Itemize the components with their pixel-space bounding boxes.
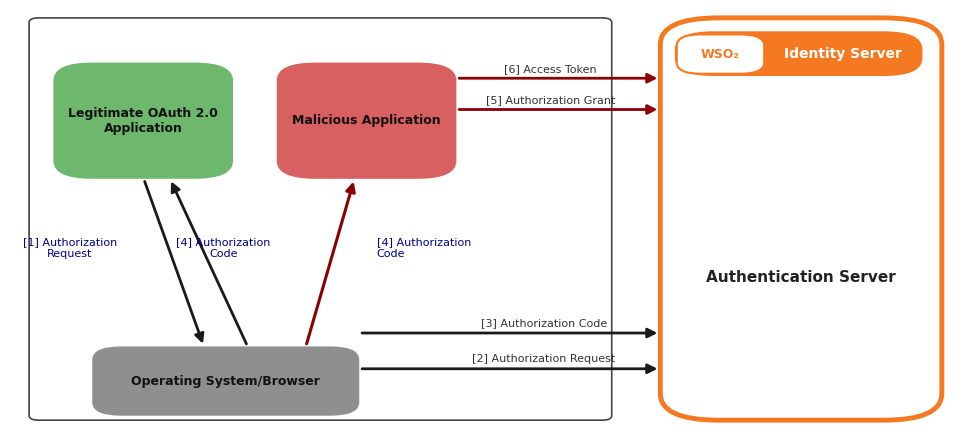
- FancyBboxPatch shape: [277, 63, 456, 179]
- Text: [6] Access Token: [6] Access Token: [504, 64, 597, 74]
- Text: Authentication Server: Authentication Server: [706, 270, 896, 285]
- FancyArrowPatch shape: [362, 329, 654, 337]
- Text: Legitimate OAuth 2.0
Application: Legitimate OAuth 2.0 Application: [68, 107, 218, 135]
- Text: [2] Authorization Request: [2] Authorization Request: [472, 354, 616, 364]
- FancyArrowPatch shape: [145, 181, 203, 341]
- FancyBboxPatch shape: [29, 18, 612, 420]
- FancyArrowPatch shape: [307, 185, 354, 344]
- FancyArrowPatch shape: [459, 105, 654, 114]
- Text: [4] Authorization
Code: [4] Authorization Code: [176, 237, 271, 259]
- FancyBboxPatch shape: [92, 346, 359, 416]
- FancyArrowPatch shape: [459, 74, 654, 82]
- Text: Operating System/Browser: Operating System/Browser: [131, 375, 320, 388]
- Text: Identity Server: Identity Server: [785, 46, 902, 61]
- FancyBboxPatch shape: [660, 18, 942, 420]
- FancyArrowPatch shape: [362, 365, 654, 373]
- Text: Malicious Application: Malicious Application: [292, 114, 441, 127]
- FancyBboxPatch shape: [53, 63, 233, 179]
- FancyBboxPatch shape: [675, 31, 922, 76]
- FancyBboxPatch shape: [677, 34, 764, 74]
- Text: [1] Authorization
Request: [1] Authorization Request: [22, 237, 117, 259]
- Text: [5] Authorization Grant: [5] Authorization Grant: [486, 95, 616, 105]
- Text: [3] Authorization Code: [3] Authorization Code: [481, 319, 607, 329]
- Text: [4] Authorization
Code: [4] Authorization Code: [377, 237, 471, 259]
- Text: WSO₂: WSO₂: [701, 47, 740, 61]
- FancyArrowPatch shape: [172, 184, 247, 344]
